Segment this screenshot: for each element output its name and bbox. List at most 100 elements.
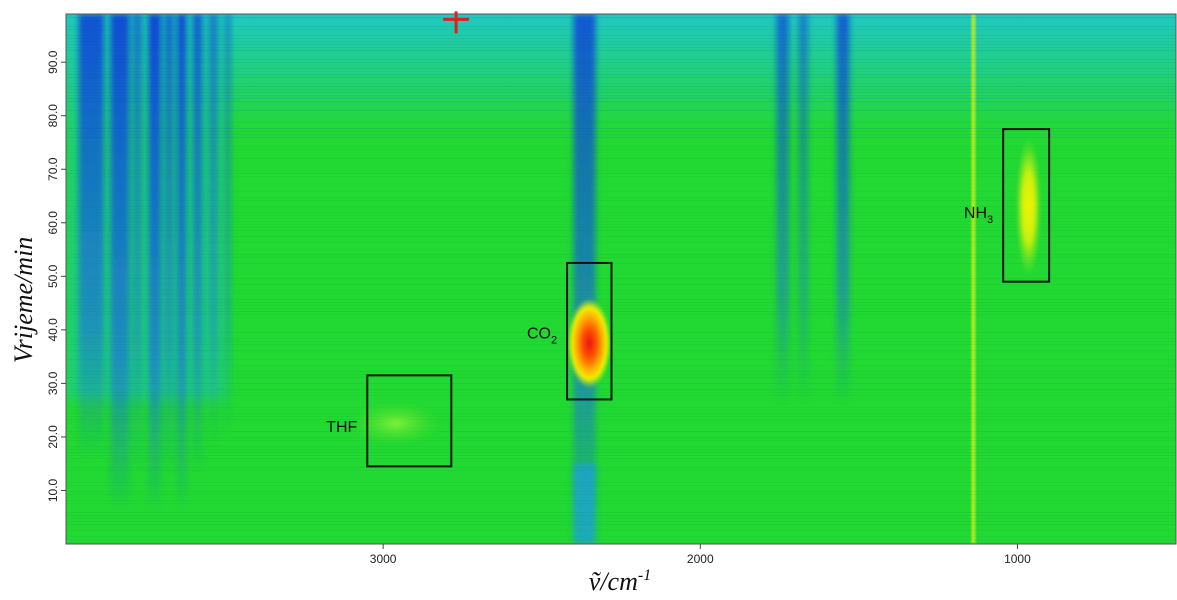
y-tick-label: 20.0 — [46, 425, 60, 449]
scan-line — [66, 224, 1176, 225]
scan-line — [66, 524, 1176, 525]
absorption-band-8 — [224, 14, 231, 438]
scan-line — [66, 377, 1176, 378]
plot-frame — [65, 13, 1177, 545]
scan-line — [66, 302, 1176, 303]
co2-lower-band — [573, 463, 596, 544]
plot-area — [66, 14, 1176, 544]
scan-line — [66, 146, 1176, 147]
marker-layer — [443, 11, 470, 34]
scan-line — [66, 470, 1176, 471]
x-tick-label: 3000 — [370, 552, 397, 566]
absorption-band-2 — [132, 14, 143, 475]
scan-line — [66, 191, 1176, 192]
scan-line — [66, 536, 1176, 537]
scan-line — [66, 284, 1176, 285]
scan-line — [66, 314, 1176, 315]
scan-line — [66, 101, 1176, 102]
annotation-box-co2 — [566, 261, 613, 401]
scan-line — [66, 467, 1176, 468]
scan-line — [66, 257, 1176, 258]
scan-line — [66, 371, 1176, 372]
peak-co2 — [567, 298, 612, 389]
scan-line — [66, 74, 1176, 75]
scan-line — [66, 92, 1176, 93]
scan-line — [66, 503, 1176, 504]
scan-line — [66, 359, 1176, 360]
annotation-label-subscript: 3 — [987, 214, 993, 226]
scan-line — [66, 491, 1176, 492]
scan-line — [66, 461, 1176, 462]
annotation-label-nh3: NH3 — [964, 205, 993, 226]
absorption-band-10 — [776, 14, 790, 406]
annotation-label-subscript: 2 — [551, 335, 557, 347]
scan-line — [66, 200, 1176, 201]
absorption-band-12 — [836, 14, 850, 406]
scan-line — [66, 299, 1176, 300]
scan-line — [66, 308, 1176, 309]
scan-line — [66, 89, 1176, 90]
scan-line — [66, 422, 1176, 423]
scan-line — [66, 158, 1176, 159]
scan-line — [66, 41, 1176, 42]
scan-line — [66, 83, 1176, 84]
scan-line — [66, 26, 1176, 27]
x-axis-title-main: ṽ/cm — [589, 567, 638, 596]
scan-line — [66, 482, 1176, 483]
scan-line — [66, 437, 1176, 438]
absorption-band-0 — [78, 14, 105, 459]
scan-line — [66, 515, 1176, 516]
scan-line — [66, 341, 1176, 342]
scan-line — [66, 290, 1176, 291]
scan-line — [66, 446, 1176, 447]
scan-line — [66, 494, 1176, 495]
scan-line — [66, 389, 1176, 390]
y-tick-label: 80.0 — [46, 104, 60, 128]
scan-line — [66, 17, 1176, 18]
x-axis-title-superscript: -1 — [638, 567, 651, 584]
y-tick-label: 40.0 — [46, 318, 60, 342]
scan-line — [66, 197, 1176, 198]
scan-line — [66, 539, 1176, 540]
scan-line — [66, 449, 1176, 450]
scan-line — [66, 263, 1176, 264]
annotation-box-thf — [366, 374, 453, 468]
scan-line — [66, 383, 1176, 384]
absorption-band-4 — [164, 14, 174, 475]
scan-line — [66, 293, 1176, 294]
scan-line — [66, 254, 1176, 255]
annotation-label-co2: CO2 — [527, 326, 557, 347]
scan-line — [66, 131, 1176, 132]
scan-line — [66, 278, 1176, 279]
scan-line — [66, 176, 1176, 177]
y-tick-label: 50.0 — [46, 264, 60, 288]
scan-line — [66, 374, 1176, 375]
scan-line — [66, 392, 1176, 393]
x-tick-label: 2000 — [687, 552, 714, 566]
scan-line — [66, 86, 1176, 87]
scan-line — [66, 35, 1176, 36]
scan-line — [66, 521, 1176, 522]
top-cyan-band — [66, 14, 1176, 134]
scan-line — [66, 338, 1176, 339]
scan-line — [66, 68, 1176, 69]
scan-line — [66, 332, 1176, 333]
peak-thf — [350, 401, 441, 446]
scan-line — [66, 365, 1176, 366]
scan-line — [66, 458, 1176, 459]
scan-line — [66, 77, 1176, 78]
scan-line — [66, 512, 1176, 513]
scan-line — [66, 221, 1176, 222]
absorption-band-5 — [177, 14, 187, 512]
scan-line — [66, 413, 1176, 414]
x-axis-title: ṽ/cm-1 — [589, 567, 651, 596]
absorption-band-1 — [110, 14, 130, 512]
scan-line — [66, 149, 1176, 150]
scan-line — [66, 455, 1176, 456]
absorption-band-7 — [208, 14, 219, 448]
y-tick-label: 60.0 — [46, 211, 60, 235]
annotation-label-main: NH — [964, 205, 987, 222]
annotation-label-main: CO — [527, 326, 551, 343]
scan-line — [66, 170, 1176, 171]
scan-line — [66, 50, 1176, 51]
